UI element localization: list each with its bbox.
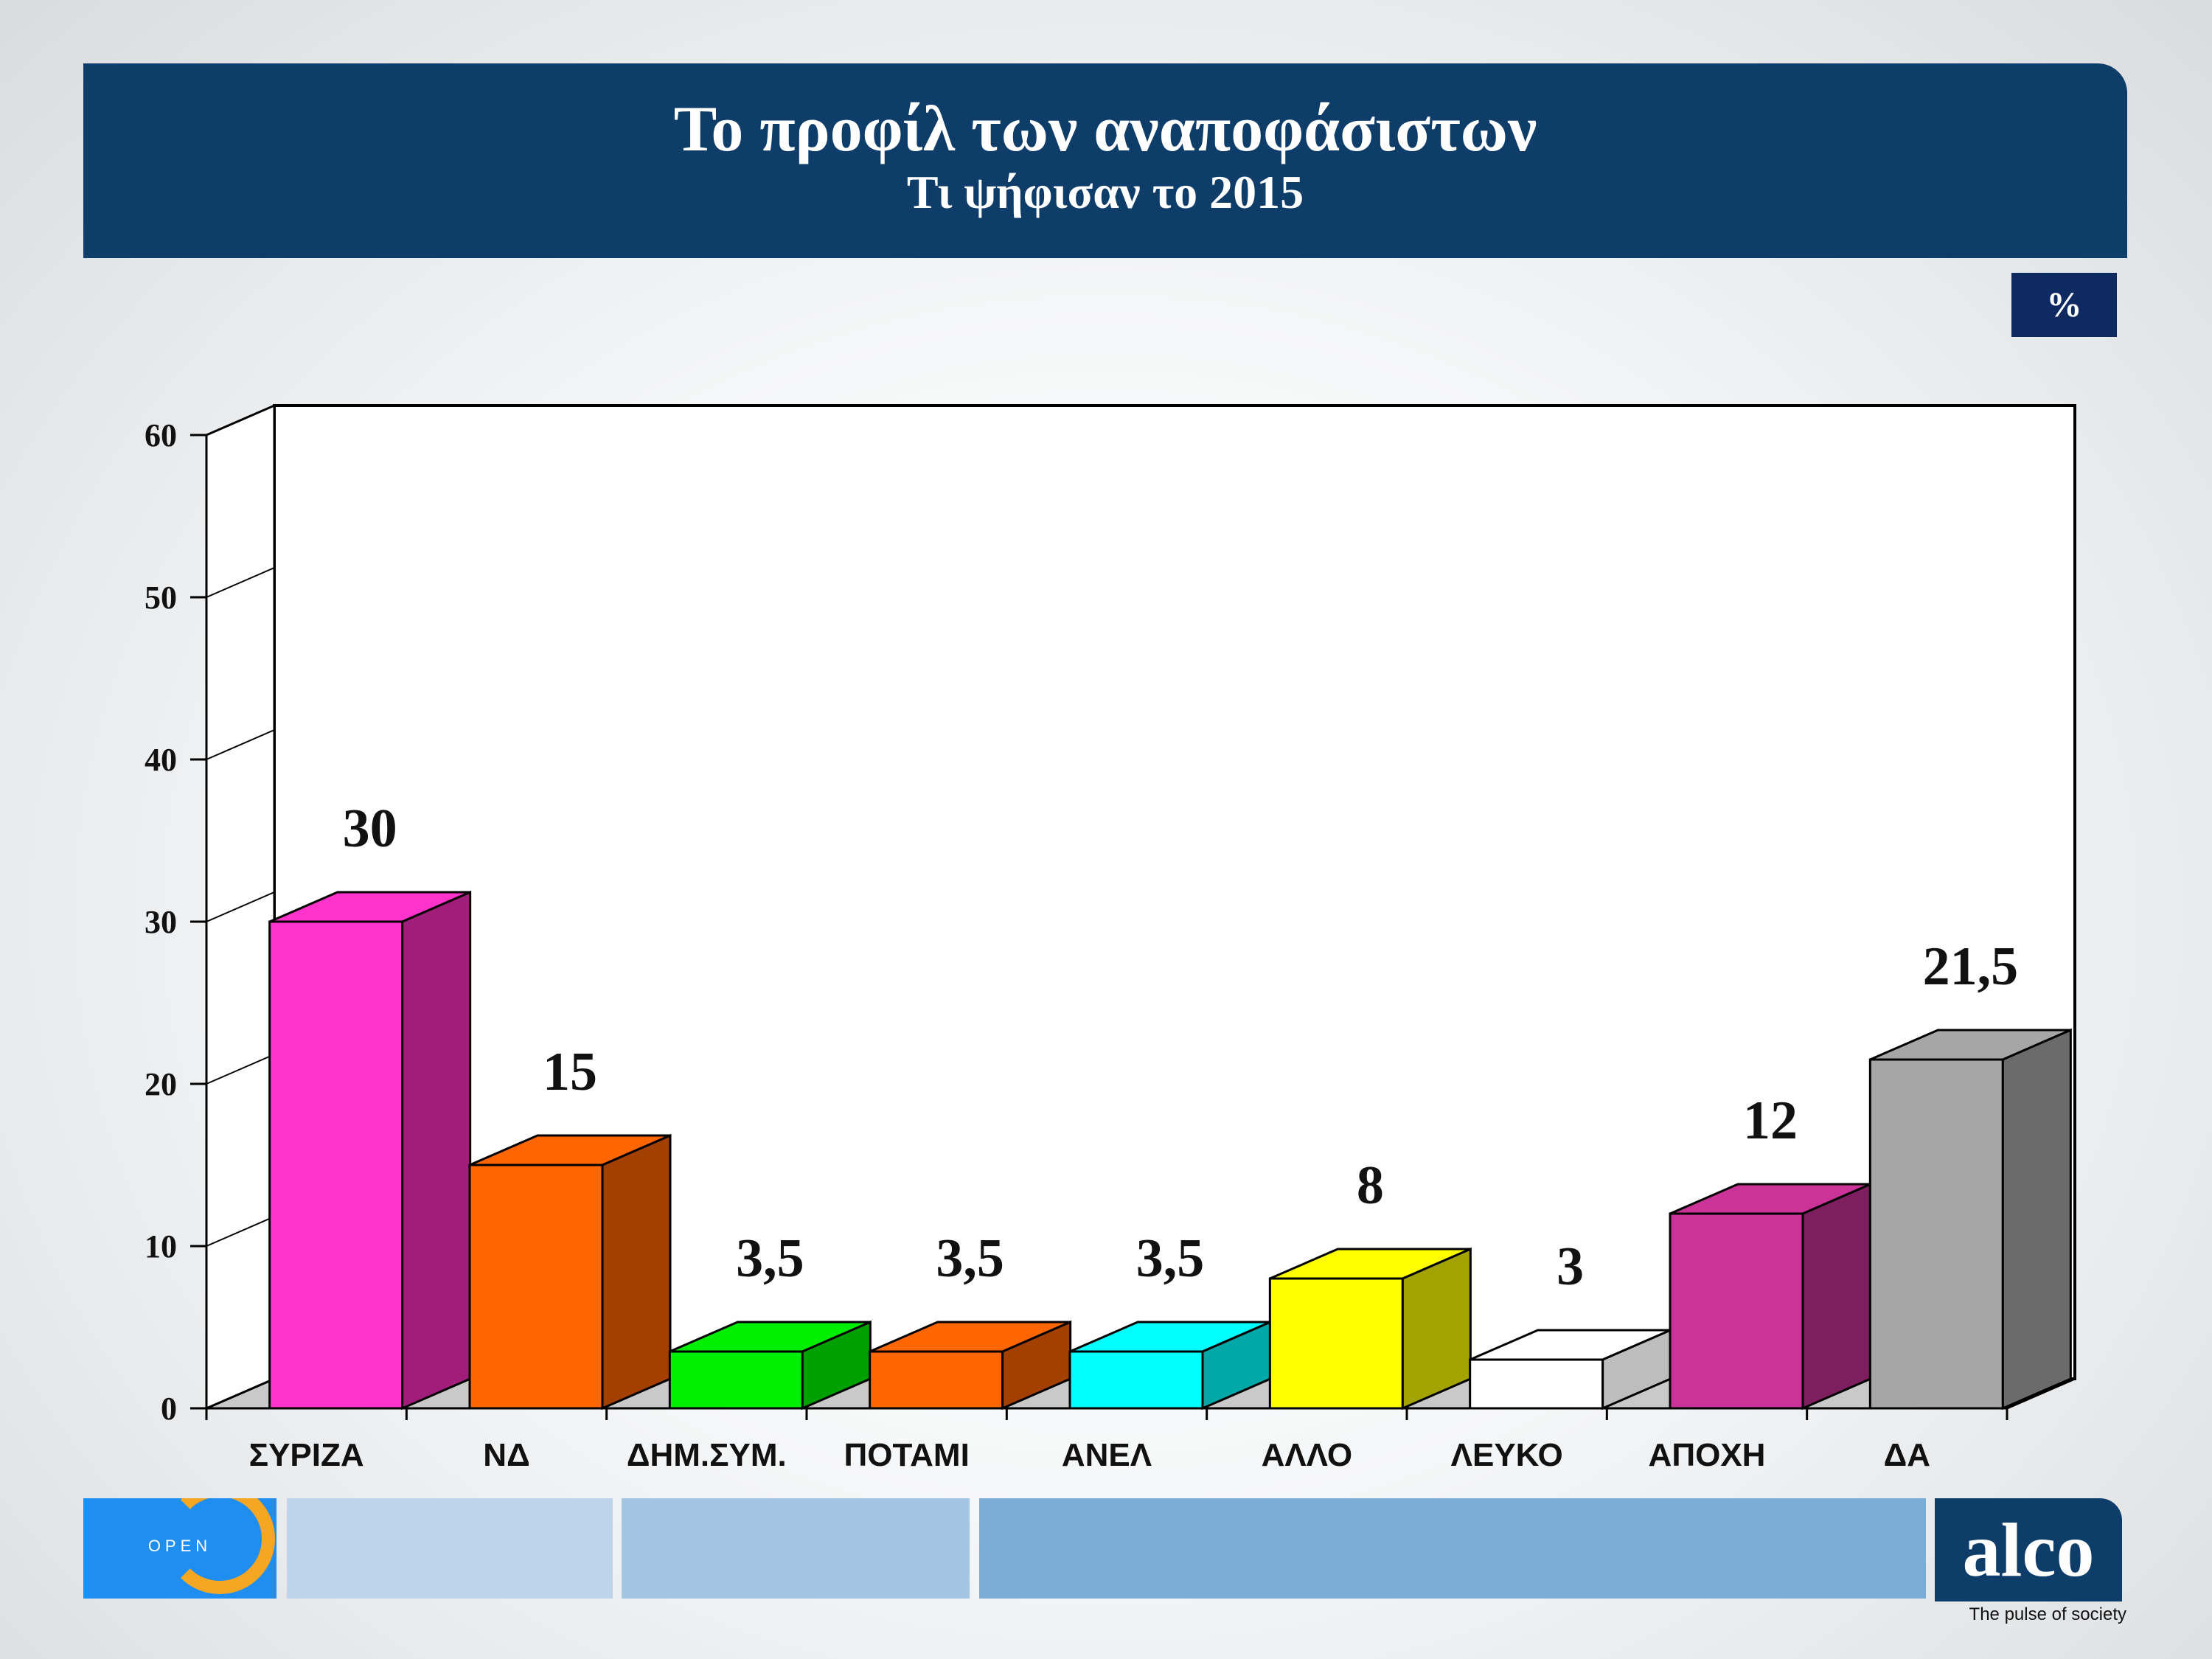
data-label: 30 [343, 799, 397, 859]
alco-logo: alco [1935, 1498, 2122, 1601]
category-label: ΑΠΟΧΗ [1649, 1437, 1766, 1473]
unit-badge: % [2011, 273, 2117, 337]
footer-block-1 [287, 1498, 613, 1599]
data-label: 3,5 [936, 1228, 1004, 1289]
y-tick-depth [206, 567, 275, 598]
bar-ΝΔ [468, 1133, 672, 1411]
open-logo: OPEN [83, 1498, 276, 1599]
chart-labels: 30 ΣΥΡΙΖΑ 15 ΝΔ 3,5 ΔΗΜ.ΣΥΜ. 3,5 ΠΟΤΑΜΙ 3,5 ΑΝΕΛ 8… [249, 799, 2018, 1473]
category-label: ΝΔ [483, 1437, 529, 1473]
data-label: 21,5 [1923, 936, 2019, 997]
bar-ΑΛΛΟ [1268, 1247, 1472, 1411]
bar-ΔΗΜ.ΣΥΜ. [668, 1320, 872, 1411]
category-label: ΔΗΜ.ΣΥΜ. [627, 1437, 787, 1473]
y-tick-depth [206, 405, 275, 436]
bar-ΔΑ [1868, 1028, 2072, 1411]
header-banner: Το προφίλ των αναποφάσιστων Τι ψήφισαν τ… [83, 63, 2127, 258]
bar-front [1268, 1277, 1404, 1410]
y-tick-depth [206, 1216, 275, 1247]
data-label: 3,5 [736, 1228, 804, 1289]
bar-front [668, 1350, 804, 1410]
bar-ΠΟΤΑΜΙ [869, 1320, 1072, 1411]
y-tick-label: 50 [145, 580, 177, 616]
data-label: 12 [1743, 1091, 1798, 1151]
y-axis-ticks: 0 10 20 30 40 50 60 [145, 405, 2008, 1427]
category-label: ΔΑ [1884, 1437, 1930, 1473]
bar-side [1801, 1182, 1872, 1411]
bar-front [268, 920, 404, 1410]
category-label: ΠΟΤΑΜΙ [844, 1437, 970, 1473]
y-tick-depth [206, 1378, 275, 1409]
y-tick-label: 40 [145, 742, 177, 778]
category-label: ΣΥΡΙΖΑ [249, 1437, 364, 1473]
y-tick-label: 10 [145, 1228, 177, 1265]
bar-front [468, 1164, 604, 1410]
category-label: ΑΝΕΛ [1062, 1437, 1152, 1473]
data-label: 3 [1557, 1237, 1584, 1297]
bar-front [1068, 1350, 1204, 1410]
y-tick-label: 60 [145, 417, 177, 453]
bar-side [601, 1133, 672, 1411]
page-subtitle: Τι ψήφισαν το 2015 [906, 166, 1304, 218]
bar-front [1469, 1358, 1604, 1410]
category-label: ΛΕΥΚΟ [1451, 1437, 1563, 1473]
y-tick-depth [206, 891, 275, 922]
bar-ΣΥΡΙΖΑ [268, 890, 472, 1411]
y-tick-label: 0 [161, 1391, 177, 1427]
footer-block-2 [622, 1498, 970, 1599]
chart-bars [268, 890, 2072, 1411]
category-label: ΑΛΛΟ [1262, 1437, 1353, 1473]
y-tick-label: 20 [145, 1066, 177, 1102]
bar-front [1868, 1058, 2004, 1410]
footer-block-3 [979, 1498, 1926, 1599]
y-tick-depth [206, 1054, 275, 1085]
y-tick-label: 30 [145, 904, 177, 940]
data-label: 8 [1357, 1155, 1384, 1216]
open-logo-text: OPEN [147, 1537, 212, 1555]
data-label: 15 [543, 1042, 597, 1102]
bar-side [1401, 1247, 1472, 1411]
bar-ΑΠΟΧΗ [1669, 1182, 1872, 1411]
bar-front [869, 1350, 1004, 1410]
bar-side [401, 890, 472, 1411]
y-tick-depth [206, 729, 275, 760]
page-title: Το προφίλ των αναποφάσιστων [673, 94, 1537, 165]
bar-side [2001, 1028, 2072, 1411]
data-label: 3,5 [1136, 1228, 1205, 1289]
bar-ΛΕΥΚΟ [1469, 1328, 1672, 1411]
alco-tagline: The pulse of society [1969, 1604, 2126, 1624]
bar-front [1669, 1212, 1804, 1410]
